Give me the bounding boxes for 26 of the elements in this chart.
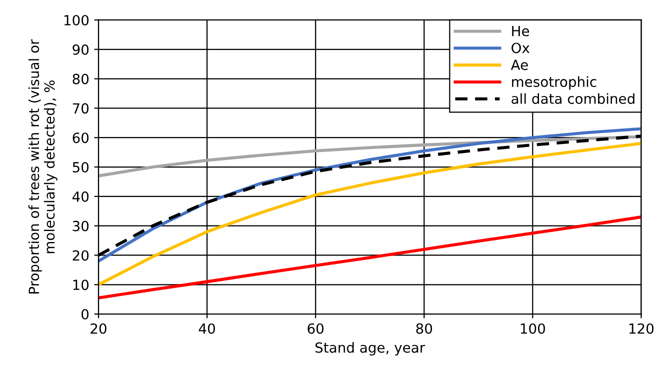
y-tick-label: 80 [72, 74, 89, 84]
y-tick-label: 20 [72, 250, 89, 261]
y-tick-label: 60 [72, 132, 89, 144]
y-tick-label: 40 [72, 191, 89, 202]
y-axis-title: Proportion of trees with rot (visual or molecularly detected), % [28, 39, 58, 294]
legend-label: He [512, 26, 530, 36]
y-tick-label: 50 [72, 162, 89, 172]
y-tick-label: 70 [72, 103, 89, 114]
legend-label: Ox [512, 42, 530, 54]
y-tick-label: 30 [72, 220, 89, 232]
legend-label: all data combined [512, 93, 634, 104]
x-tick-label: 60 [308, 323, 324, 334]
line-series [98, 215, 642, 300]
line-series [98, 142, 642, 286]
x-tick-label: 20 [90, 323, 106, 334]
legend-label: Ae [510, 60, 528, 70]
x-tick-label: 120 [629, 323, 654, 334]
x-tick-label: 100 [520, 323, 545, 334]
y-tick-label: 100 [64, 14, 89, 26]
x-tick-label: 80 [416, 323, 432, 334]
legend-label: mesotrophic [512, 76, 596, 90]
y-tick-label: 90 [72, 44, 89, 55]
x-tick-label: 40 [198, 323, 215, 334]
y-tick-label: 0 [82, 309, 89, 320]
x-axis-title: Stand age, year [316, 342, 426, 356]
y-tick-label: 10 [73, 280, 89, 290]
